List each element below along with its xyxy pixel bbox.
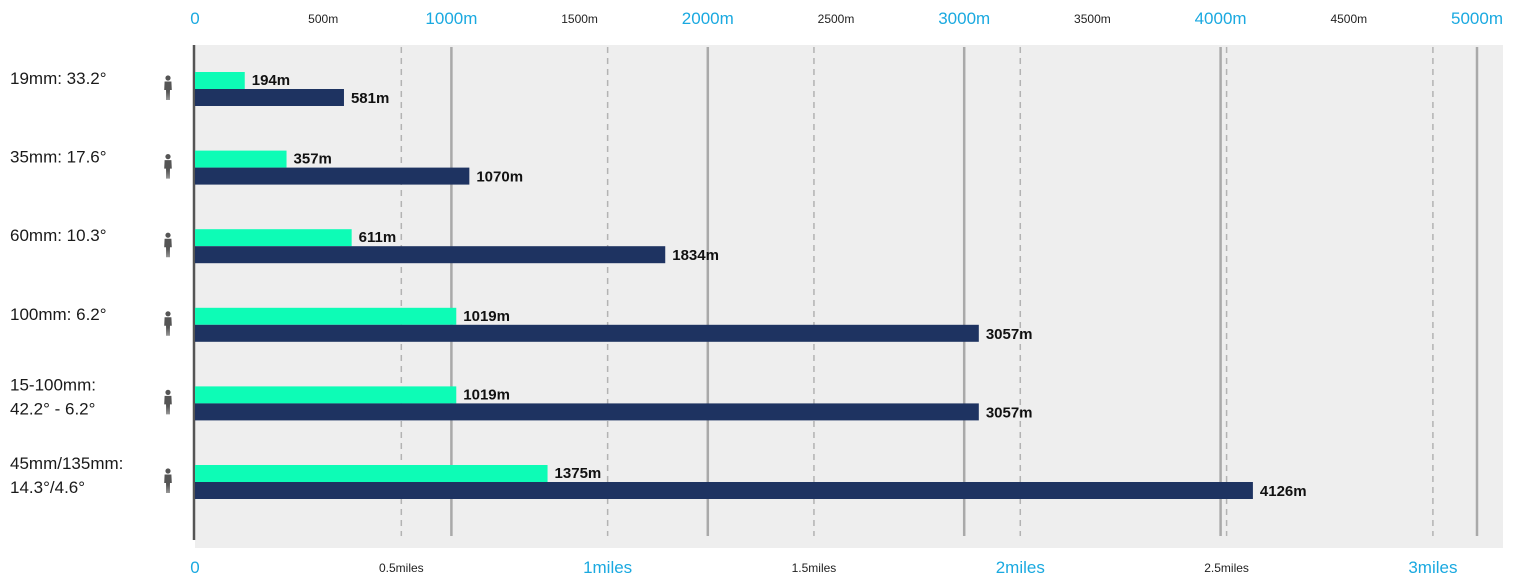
bar-value-label: 1019m — [463, 308, 510, 325]
bar-series-1 — [195, 150, 287, 168]
top-axis-tick-label: 1000m — [425, 9, 477, 28]
bar-value-label: 357m — [294, 151, 332, 168]
bottom-axis-tick-label: 0 — [190, 558, 199, 577]
category-label: 60mm: 10.3° — [10, 226, 107, 245]
bar-series-2 — [195, 167, 470, 185]
bar-value-label: 611m — [359, 229, 397, 246]
category-label: 45mm/135mm: 14.3°/4.6° — [10, 454, 123, 497]
bar-value-label: 1375m — [555, 465, 602, 482]
top-axis-tick-label: 4500m — [1330, 12, 1367, 26]
bottom-axis-tick-label: 2.5miles — [1204, 561, 1249, 575]
top-axis-tick-label: 2500m — [818, 12, 855, 26]
bottom-axis-tick-label: 0.5miles — [379, 561, 424, 575]
bar-value-label: 581m — [351, 90, 389, 107]
bar-value-label: 1070m — [476, 169, 523, 186]
top-axis-tick-label: 3500m — [1074, 12, 1111, 26]
top-axis-tick-label: 2000m — [682, 9, 734, 28]
person-silhouette-icon — [164, 311, 172, 336]
bar-series-1 — [195, 465, 548, 482]
top-axis-tick-label: 4000m — [1195, 9, 1247, 28]
category-label: 100mm: 6.2° — [10, 305, 107, 324]
bottom-axis-tick-label: 2miles — [996, 558, 1045, 577]
bar-series-1 — [195, 386, 457, 404]
category-label-line: 42.2° - 6.2° — [10, 399, 95, 418]
category-label-line: 45mm/135mm: — [10, 454, 123, 473]
bottom-axis-tick-label: 1miles — [583, 558, 632, 577]
person-silhouette-icon — [164, 468, 172, 493]
bar-value-label: 194m — [252, 72, 290, 89]
bottom-axis-tick-label: 1.5miles — [792, 561, 837, 575]
bar-value-label: 1834m — [672, 247, 719, 264]
category-label-line: 14.3°/4.6° — [10, 478, 85, 497]
bar-value-label: 3057m — [986, 326, 1033, 343]
bottom-axis-tick-label: 3miles — [1408, 558, 1457, 577]
top-axis-tick-label: 1500m — [561, 12, 598, 26]
plot-background — [195, 45, 1503, 548]
top-axis-tick-label: 3000m — [938, 9, 990, 28]
bar-series-2 — [195, 403, 979, 421]
category-label: 35mm: 17.6° — [10, 148, 107, 167]
category-label-line: 15-100mm: — [10, 375, 96, 394]
category-label: 15-100mm: 42.2° - 6.2° — [10, 375, 96, 418]
person-silhouette-icon — [164, 389, 172, 415]
top-axis-tick-label: 5000m — [1451, 9, 1503, 28]
person-silhouette-icon — [164, 232, 172, 258]
bar-value-label: 3057m — [986, 404, 1033, 421]
bar-series-1 — [195, 229, 352, 247]
bar-value-label: 1019m — [463, 386, 510, 403]
person-silhouette-icon — [164, 154, 172, 179]
top-axis-tick-label: 500m — [308, 12, 338, 26]
bar-series-2 — [195, 324, 979, 342]
bar-series-2 — [195, 89, 344, 106]
bar-series-1 — [195, 307, 457, 325]
top-axis-tick-label: 0 — [190, 9, 199, 28]
person-silhouette-icon — [164, 75, 172, 100]
bar-series-2 — [195, 482, 1253, 499]
bar-series-2 — [195, 246, 666, 264]
bar-series-1 — [195, 72, 245, 89]
category-label: 19mm: 33.2° — [10, 69, 107, 88]
bar-value-label: 4126m — [1260, 483, 1307, 500]
